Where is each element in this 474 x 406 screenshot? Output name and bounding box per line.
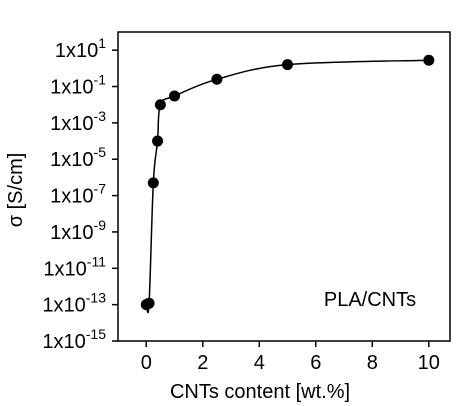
- data-point: [152, 135, 164, 147]
- tick-power: -9: [94, 217, 107, 233]
- tick-power: -7: [94, 181, 107, 197]
- data-point: [282, 59, 294, 71]
- tick-power: -5: [94, 144, 107, 160]
- x-tick-label: 10: [418, 352, 440, 374]
- tick-base: 1x10: [42, 295, 85, 317]
- plot-frame: [117, 31, 451, 342]
- y-tick-label: 1x10-15: [42, 326, 106, 353]
- y-axis-label: σ [S/cm]: [5, 153, 27, 228]
- tick-power: -13: [86, 290, 106, 306]
- x-tick-label: 8: [367, 352, 378, 374]
- fit-line: [145, 59, 429, 314]
- tick-base: 1x10: [43, 258, 86, 280]
- y-tick-label: 1x10-5: [50, 144, 106, 171]
- y-tick-label: 1x10-13: [42, 290, 106, 317]
- data-point: [147, 177, 159, 189]
- y-tick-label: 1x101: [55, 35, 106, 62]
- tick-base: 1x10: [42, 331, 85, 353]
- x-tick-label: 4: [254, 352, 265, 374]
- y-tick-label: 1x10-9: [50, 217, 106, 244]
- x-tick-label: 2: [197, 352, 208, 374]
- tick-base: 1x10: [50, 186, 93, 208]
- data-point: [169, 90, 181, 102]
- tick-base: 1x10: [50, 77, 93, 99]
- x-tick-label: 0: [141, 352, 152, 374]
- tick-base: 1x10: [50, 222, 93, 244]
- data-point: [143, 297, 155, 309]
- y-tick-label: 1x10-1: [50, 72, 106, 99]
- tick-power: -15: [86, 326, 106, 342]
- tick-power: -3: [94, 108, 107, 124]
- y-tick-label: 1x10-3: [50, 108, 106, 135]
- x-tick-label: 6: [310, 352, 321, 374]
- data-point: [154, 99, 166, 111]
- y-tick-label: 1x10-11: [43, 253, 106, 280]
- tick-power: 1: [98, 35, 106, 51]
- annotation: PLA/CNTs: [324, 289, 416, 311]
- tick-power: -11: [87, 253, 106, 269]
- tick-base: 1x10: [50, 149, 93, 171]
- y-tick-label: 1x10-7: [50, 181, 106, 208]
- data-point: [423, 54, 435, 66]
- data-point: [211, 73, 223, 85]
- tick-base: 1x10: [50, 113, 93, 135]
- tick-power: -1: [94, 72, 107, 88]
- x-axis-label: CNTs content [wt.%]: [170, 381, 350, 403]
- tick-base: 1x10: [55, 40, 98, 62]
